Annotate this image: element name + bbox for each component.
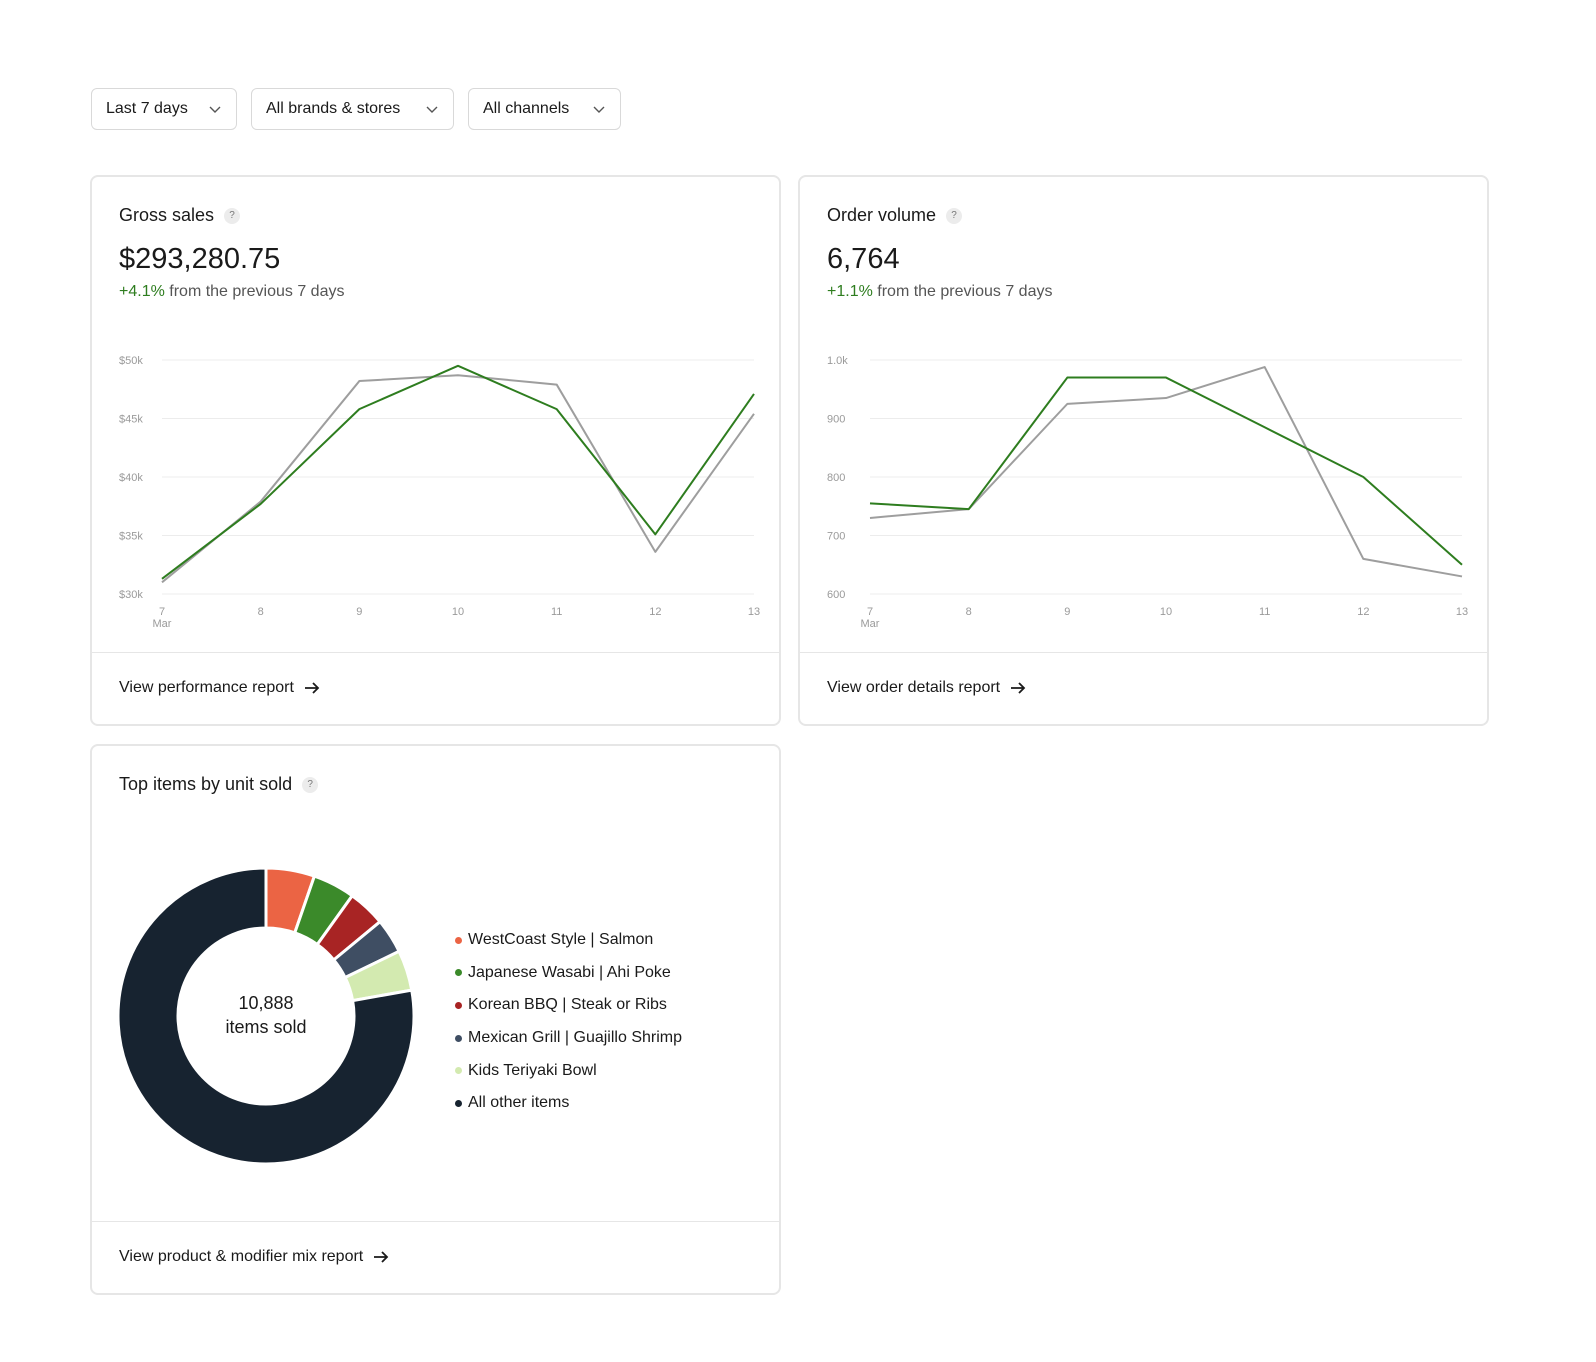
y-tick-label: 800 xyxy=(827,472,845,484)
filter-channels[interactable]: All channels xyxy=(468,88,621,130)
x-tick-label: 13 xyxy=(748,606,760,618)
legend-item: All other items xyxy=(455,1087,682,1120)
legend-label: All other items xyxy=(468,1094,570,1112)
legend-item: Mexican Grill | Guajillo Shrimp xyxy=(455,1022,682,1055)
x-tick-label: 10 xyxy=(1160,606,1172,618)
y-tick-label: $30k xyxy=(119,589,143,601)
view-order-details-report-label: View order details report xyxy=(827,679,1001,696)
view-order-details-report-link[interactable]: View order details report xyxy=(827,679,1026,697)
x-tick-label: 11 xyxy=(551,606,562,618)
arrow-right-icon xyxy=(374,1251,389,1263)
gross-sales-delta: +4.1% from the previous 7 days xyxy=(119,283,344,301)
x-tick-label: 8 xyxy=(258,606,264,618)
y-tick-label: 900 xyxy=(827,414,845,426)
legend-item: Japanese Wasabi | Ahi Poke xyxy=(455,957,682,990)
legend-swatch xyxy=(455,1034,462,1042)
x-tick-label: 10 xyxy=(452,606,464,618)
top-items-legend: WestCoast Style | Salmon Japanese Wasabi … xyxy=(455,924,682,1120)
view-performance-report-label: View performance report xyxy=(119,679,294,696)
filter-brands-stores[interactable]: All brands & stores xyxy=(251,88,454,130)
top-items-footer: View product & modifier mix report xyxy=(92,1221,779,1293)
gross-sales-delta-percent: +4.1% xyxy=(119,283,165,300)
x-tick-label: 13 xyxy=(1456,606,1468,618)
legend-label: Korean BBQ | Steak or Ribs xyxy=(468,996,667,1014)
top-items-card: Top items by unit sold ? 10,888 items so… xyxy=(90,744,781,1295)
y-tick-label: $35k xyxy=(119,531,143,543)
gross-sales-chart: $50k $45k $40k $35k $30k 7 8 9 10 11 12 13 Mar xyxy=(119,355,760,630)
x-tick-label: 12 xyxy=(649,606,661,618)
order-volume-delta-text: from the previous 7 days xyxy=(877,283,1053,300)
current-series-line xyxy=(869,376,1463,566)
gross-sales-card: Gross sales ? $293,280.75 +4.1% from the… xyxy=(90,175,781,726)
top-items-title-text: Top items by unit sold xyxy=(119,774,293,794)
order-volume-delta: +1.1% from the previous 7 days xyxy=(827,283,1052,301)
y-tick-label: $40k xyxy=(119,472,143,484)
filter-brands-stores-label: All brands & stores xyxy=(266,100,401,117)
order-volume-card: Order volume ? 6,764 +1.1% from the prev… xyxy=(798,175,1489,726)
view-product-mix-report-link[interactable]: View product & modifier mix report xyxy=(119,1248,389,1266)
gross-sales-footer: View performance report xyxy=(92,652,779,724)
legend-item: WestCoast Style | Salmon xyxy=(455,924,682,957)
gross-sales-title: Gross sales ? xyxy=(119,205,241,226)
arrow-right-icon xyxy=(1011,682,1026,694)
chevron-down-icon xyxy=(593,106,605,113)
order-volume-value: 6,764 xyxy=(827,243,900,275)
gross-sales-delta-text: from the previous 7 days xyxy=(169,283,345,300)
filter-bar: Last 7 days All brands & stores All chan… xyxy=(91,88,621,130)
order-volume-delta-percent: +1.1% xyxy=(827,283,873,300)
donut-center-value: 10,888 xyxy=(238,993,294,1013)
order-volume-footer: View order details report xyxy=(800,652,1487,724)
donut-center-caption: items sold xyxy=(225,1017,307,1037)
x-tick-label: 7 xyxy=(867,606,873,618)
legend-swatch xyxy=(455,1067,462,1075)
x-tick-label: 8 xyxy=(966,606,972,618)
legend-swatch xyxy=(455,936,462,944)
x-tick-label: 12 xyxy=(1357,606,1369,618)
previous-series-line xyxy=(869,366,1463,578)
chevron-down-icon xyxy=(209,106,221,113)
previous-series-line xyxy=(161,374,755,584)
filter-date-range[interactable]: Last 7 days xyxy=(91,88,237,130)
y-tick-label: 1.0k xyxy=(827,355,848,367)
donut-center-label: 10,888 items sold xyxy=(119,991,413,1039)
legend-label: Mexican Grill | Guajillo Shrimp xyxy=(468,1029,682,1047)
x-tick-sublabel: Mar xyxy=(153,618,172,630)
arrow-right-icon xyxy=(304,682,320,694)
order-volume-title-text: Order volume xyxy=(827,205,937,225)
y-tick-label: $50k xyxy=(119,355,143,367)
current-series-line xyxy=(161,364,755,580)
legend-swatch xyxy=(455,1001,462,1009)
view-performance-report-link[interactable]: View performance report xyxy=(119,679,320,697)
y-tick-label: 600 xyxy=(827,589,845,601)
filter-date-range-label: Last 7 days xyxy=(106,100,188,117)
x-tick-sublabel: Mar xyxy=(861,618,880,630)
donut-slice xyxy=(116,866,416,1166)
x-tick-label: 11 xyxy=(1259,606,1270,618)
y-tick-label: 700 xyxy=(827,531,845,543)
legend-item: Korean BBQ | Steak or Ribs xyxy=(455,989,682,1022)
legend-label: Japanese Wasabi | Ahi Poke xyxy=(468,963,671,981)
x-tick-label: 9 xyxy=(1064,606,1070,618)
legend-label: WestCoast Style | Salmon xyxy=(468,931,654,949)
x-tick-label: 7 xyxy=(159,606,165,618)
filter-channels-label: All channels xyxy=(483,100,570,117)
help-icon[interactable]: ? xyxy=(302,776,319,793)
legend-swatch xyxy=(455,969,462,977)
gross-sales-value: $293,280.75 xyxy=(119,243,281,275)
order-volume-title: Order volume ? xyxy=(827,205,963,226)
top-items-title: Top items by unit sold ? xyxy=(119,774,319,795)
chevron-down-icon xyxy=(426,106,438,113)
x-tick-label: 9 xyxy=(356,606,362,618)
view-product-mix-report-label: View product & modifier mix report xyxy=(119,1248,364,1265)
help-icon[interactable]: ? xyxy=(946,207,963,224)
gross-sales-title-text: Gross sales xyxy=(119,205,215,225)
y-tick-label: $45k xyxy=(119,414,143,426)
legend-label: Kids Teriyaki Bowl xyxy=(468,1061,597,1079)
legend-item: Kids Teriyaki Bowl xyxy=(455,1054,682,1087)
help-icon[interactable]: ? xyxy=(224,207,241,224)
order-volume-chart: 1.0k 900 800 700 600 7 8 9 10 11 12 13 Mar xyxy=(827,355,1468,630)
top-items-donut-chart xyxy=(116,866,416,1166)
legend-swatch xyxy=(455,1099,462,1107)
